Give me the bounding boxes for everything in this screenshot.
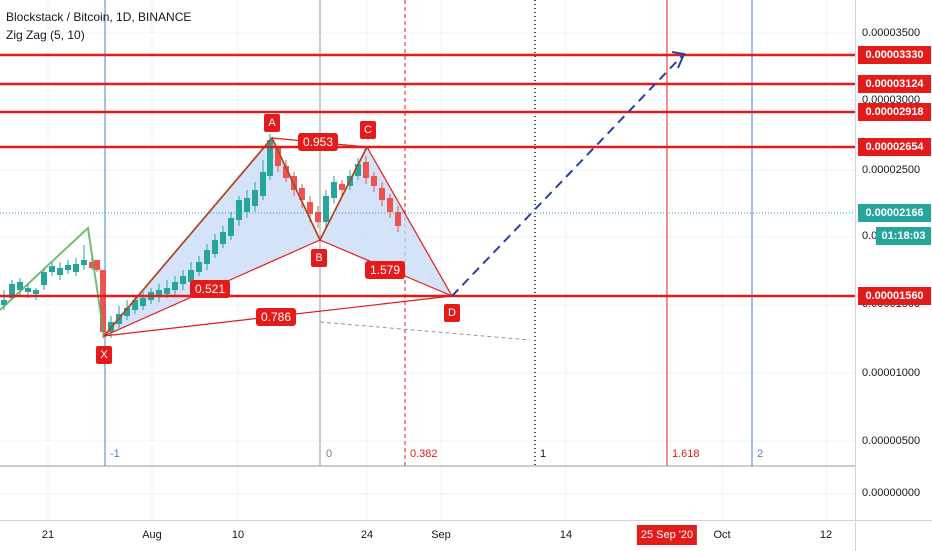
- pattern-edge: [366, 146, 453, 297]
- candle-body: [81, 260, 87, 265]
- candle-body: [180, 276, 186, 284]
- candle-body: [25, 288, 31, 292]
- time-tick: 24: [360, 529, 374, 541]
- fib-time-label: 0: [326, 448, 333, 460]
- ratio-xd-label: 0.786: [256, 308, 297, 326]
- pattern-edge: [103, 137, 273, 337]
- candle-body: [73, 264, 79, 272]
- fib-time-label: 2: [757, 448, 764, 460]
- candle-body: [236, 200, 242, 220]
- time-tick: 21: [41, 529, 55, 541]
- candle-body: [188, 270, 194, 282]
- candle-body: [244, 198, 250, 212]
- point-d-label: D: [444, 304, 460, 322]
- time-axis[interactable]: 21 Aug 10 24 Sep 14 Oct 12 25 Sep '20: [0, 520, 855, 551]
- fib-time-label: 0.382: [410, 448, 438, 460]
- price-tick: 0.00002500: [862, 164, 921, 176]
- candle-body: [94, 260, 100, 270]
- time-tick: 10: [231, 529, 245, 541]
- price-axis[interactable]: 0.00003500 0.00003000 0.00002500 0.00002…: [855, 0, 932, 520]
- point-a-label: A: [264, 114, 280, 132]
- candle-body: [156, 290, 162, 296]
- price-tick: 0.00001000: [862, 367, 921, 379]
- candle-body: [17, 282, 23, 290]
- price-level-label: 0.00001560: [858, 287, 931, 305]
- fib-time-label: -1: [110, 448, 120, 460]
- symbol-title[interactable]: Blockstack / Bitcoin, 1D, BINANCE: [6, 10, 192, 24]
- point-c-label: C: [360, 121, 376, 139]
- time-tick: 12: [819, 529, 833, 541]
- candle-body: [260, 172, 266, 196]
- indicator-title[interactable]: Zig Zag (5, 10): [6, 28, 85, 42]
- candle-body: [65, 265, 71, 270]
- grid: [0, 0, 855, 520]
- price-level-label: 0.00003330: [858, 46, 931, 64]
- chart-canvas[interactable]: [0, 0, 855, 520]
- price-level-lines: [0, 53, 855, 298]
- candle-body: [355, 164, 361, 176]
- ratio-ac-label: 0.953: [298, 133, 339, 151]
- axis-corner: [855, 520, 932, 551]
- candle-body: [9, 284, 15, 298]
- candle-body: [49, 266, 55, 272]
- candle-body: [315, 212, 321, 222]
- candle-body: [371, 176, 377, 186]
- candle-body: [132, 300, 138, 310]
- price-tick: 0.00003500: [862, 27, 921, 39]
- candle-body: [299, 188, 305, 200]
- projection-line: [451, 55, 683, 297]
- guide-line: [319, 321, 531, 341]
- candle-body: [228, 218, 234, 236]
- time-tick: Sep: [431, 529, 451, 541]
- candle-body: [41, 272, 47, 285]
- candle-body: [33, 290, 39, 294]
- candle-body: [196, 262, 202, 272]
- time-tick: Aug: [142, 529, 162, 541]
- price-level-label: 0.00002918: [858, 103, 931, 121]
- candle-body: [1, 300, 7, 305]
- point-x-label: X: [96, 346, 112, 364]
- candle-body: [252, 190, 258, 206]
- fib-time-label: 1: [540, 448, 547, 460]
- candle-body: [124, 308, 130, 316]
- fib-time-label: 1.618: [672, 448, 700, 460]
- ratio-bd-label: 1.579: [365, 261, 406, 279]
- time-tick: 14: [559, 529, 573, 541]
- candle-body: [100, 270, 106, 332]
- price-level-label: 0.00002654: [858, 138, 931, 156]
- candle-body: [220, 232, 226, 244]
- candle-body: [339, 184, 345, 190]
- candle-body: [323, 196, 329, 222]
- candle-body: [275, 148, 281, 166]
- candle-body: [57, 268, 63, 275]
- candle-body: [89, 262, 95, 268]
- candle-body: [331, 182, 337, 198]
- price-tick: 0.00000500: [862, 435, 921, 447]
- candle-body: [307, 202, 313, 214]
- ratio-xb-label: 0.521: [190, 280, 231, 298]
- candle-body: [140, 298, 146, 306]
- price-level-label: 0.00003124: [858, 75, 931, 93]
- candle-body: [172, 282, 178, 290]
- candle-body: [379, 188, 385, 200]
- time-tick: Oct: [713, 529, 731, 541]
- candle-body: [204, 250, 210, 264]
- fib-time-lines: [104, 0, 753, 466]
- chart-legend: Blockstack / Bitcoin, 1D, BINANCE Zig Za…: [6, 8, 191, 44]
- candle-body: [212, 240, 218, 254]
- candle-body: [283, 166, 289, 178]
- current-price-label: 0.00002166: [858, 204, 931, 222]
- candle-body: [363, 162, 369, 178]
- pattern-edge: [271, 137, 321, 241]
- projection-arrow: [671, 51, 686, 69]
- candle-body: [164, 288, 170, 294]
- pattern-edge: [319, 146, 368, 241]
- point-b-label: B: [311, 249, 327, 267]
- candle-body: [387, 198, 393, 212]
- candle-body: [395, 212, 401, 226]
- price-tick: 0.00000000: [862, 487, 921, 499]
- candle-body: [267, 140, 273, 176]
- bar-countdown-label: 01:18:03: [876, 227, 931, 245]
- time-highlight-label: 25 Sep '20: [636, 525, 698, 545]
